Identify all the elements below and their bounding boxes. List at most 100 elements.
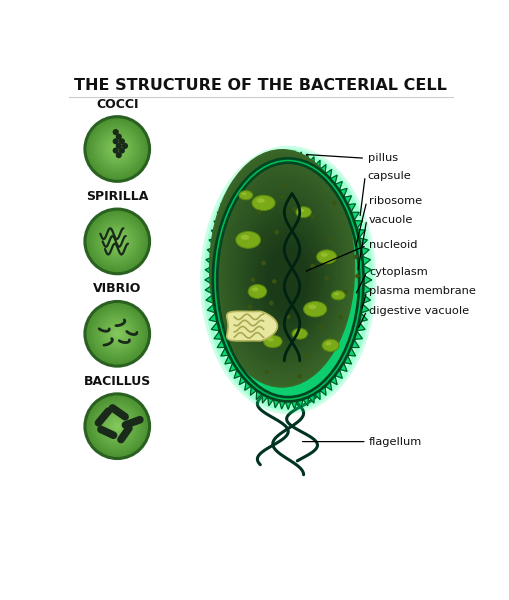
Ellipse shape [111, 420, 124, 433]
Ellipse shape [87, 395, 148, 457]
Ellipse shape [104, 229, 130, 254]
Text: nucleoid: nucleoid [369, 240, 417, 250]
Ellipse shape [109, 418, 125, 434]
Ellipse shape [109, 141, 125, 157]
Ellipse shape [88, 397, 147, 455]
Ellipse shape [85, 116, 150, 181]
Ellipse shape [87, 118, 148, 180]
Circle shape [116, 143, 122, 149]
Ellipse shape [299, 209, 304, 212]
Circle shape [282, 184, 287, 188]
Ellipse shape [256, 227, 318, 327]
Ellipse shape [95, 404, 140, 449]
Ellipse shape [225, 177, 342, 366]
Circle shape [247, 305, 252, 309]
Ellipse shape [104, 321, 130, 347]
Ellipse shape [90, 214, 145, 269]
Ellipse shape [90, 399, 145, 454]
Ellipse shape [111, 143, 124, 155]
Ellipse shape [93, 217, 142, 266]
Ellipse shape [222, 172, 344, 370]
Circle shape [354, 254, 358, 259]
Ellipse shape [87, 211, 148, 272]
Ellipse shape [112, 329, 122, 338]
Ellipse shape [303, 301, 327, 317]
Ellipse shape [322, 339, 339, 352]
Ellipse shape [88, 212, 147, 271]
Ellipse shape [104, 136, 130, 162]
Circle shape [318, 325, 323, 330]
Ellipse shape [99, 316, 135, 352]
Ellipse shape [104, 413, 130, 439]
Ellipse shape [250, 217, 322, 335]
Ellipse shape [114, 238, 121, 245]
Ellipse shape [112, 421, 122, 431]
Circle shape [305, 353, 310, 358]
Ellipse shape [218, 164, 348, 376]
Text: vacuole: vacuole [369, 215, 413, 225]
Ellipse shape [262, 238, 313, 319]
Circle shape [116, 134, 122, 140]
Ellipse shape [103, 134, 132, 164]
Ellipse shape [109, 326, 125, 342]
Ellipse shape [216, 161, 349, 378]
Ellipse shape [247, 212, 325, 339]
Ellipse shape [258, 230, 316, 325]
Ellipse shape [103, 412, 132, 441]
Ellipse shape [103, 319, 132, 349]
Ellipse shape [106, 322, 129, 345]
Ellipse shape [215, 159, 350, 380]
Text: pillus: pillus [367, 153, 398, 163]
Ellipse shape [229, 182, 340, 362]
Ellipse shape [88, 120, 147, 178]
Ellipse shape [239, 200, 331, 349]
Ellipse shape [98, 130, 136, 169]
Ellipse shape [112, 144, 122, 154]
Ellipse shape [248, 284, 267, 298]
Ellipse shape [106, 230, 129, 253]
Text: COCCI: COCCI [96, 97, 138, 110]
Ellipse shape [114, 331, 121, 337]
Ellipse shape [236, 194, 333, 353]
Text: ribosome: ribosome [369, 196, 422, 206]
Ellipse shape [242, 193, 246, 195]
Text: cytoplasm: cytoplasm [369, 267, 428, 277]
Circle shape [292, 207, 297, 211]
Circle shape [112, 148, 119, 154]
Polygon shape [205, 151, 372, 409]
Ellipse shape [95, 311, 140, 356]
Ellipse shape [267, 338, 274, 341]
Ellipse shape [96, 220, 138, 262]
Ellipse shape [114, 423, 121, 430]
Ellipse shape [98, 407, 136, 446]
Circle shape [269, 301, 273, 305]
Ellipse shape [241, 235, 249, 240]
Circle shape [119, 138, 125, 145]
Circle shape [344, 289, 348, 294]
Ellipse shape [251, 220, 321, 333]
Ellipse shape [106, 415, 129, 437]
Ellipse shape [212, 154, 353, 384]
Ellipse shape [99, 409, 135, 444]
Text: flagellum: flagellum [369, 437, 422, 446]
Ellipse shape [292, 328, 307, 339]
Circle shape [280, 194, 285, 199]
Circle shape [297, 374, 302, 379]
Circle shape [264, 370, 269, 374]
Circle shape [332, 200, 337, 205]
Circle shape [355, 274, 360, 278]
Ellipse shape [245, 209, 326, 341]
Ellipse shape [111, 328, 124, 340]
Ellipse shape [265, 242, 310, 316]
Ellipse shape [99, 224, 135, 259]
Ellipse shape [90, 307, 145, 361]
Text: digestive vacuole: digestive vacuole [369, 306, 469, 316]
Ellipse shape [101, 317, 133, 350]
Circle shape [112, 129, 119, 135]
Text: BACILLUS: BACILLUS [83, 374, 151, 388]
Ellipse shape [253, 222, 320, 331]
Ellipse shape [221, 169, 346, 372]
Ellipse shape [111, 235, 124, 248]
Ellipse shape [209, 149, 355, 388]
Ellipse shape [295, 331, 300, 334]
